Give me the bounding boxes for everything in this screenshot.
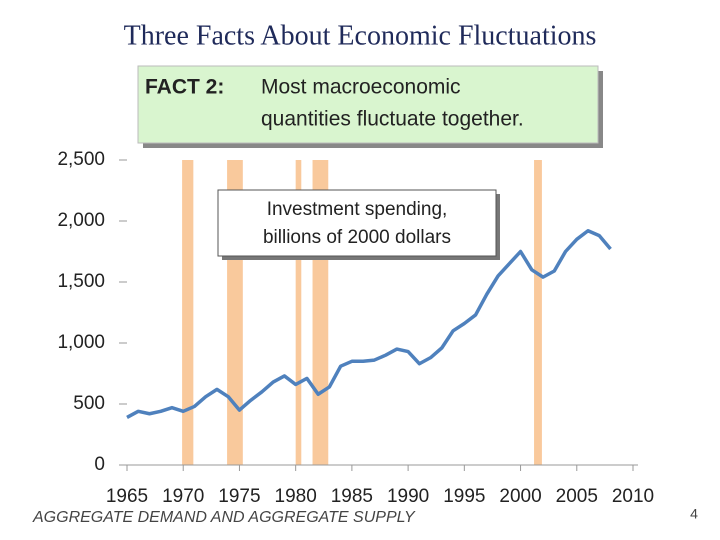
- recession-band: [182, 160, 194, 465]
- x-tick-label: 1965: [106, 486, 148, 507]
- x-tick-label: 2000: [499, 486, 541, 507]
- y-tick-label: 0: [94, 454, 105, 475]
- slide-title: Three Facts About Economic Fluctuations: [124, 20, 597, 51]
- x-tick-label: 1990: [387, 486, 429, 507]
- y-tick-label: 500: [73, 393, 105, 414]
- fact-text: Most macroeconomic: [261, 76, 461, 99]
- fact-text: quantities fluctuate together.: [261, 108, 524, 131]
- plot: 0 500 1,000 1,500 2,000 2,500 1965 1970 1975 1980…: [57, 149, 654, 507]
- x-tick-label: 2005: [556, 486, 598, 507]
- recession-band: [534, 160, 542, 465]
- annotation-text: Investment spending,: [267, 199, 448, 220]
- fact-box: [137, 65, 599, 144]
- page-number: 4: [690, 506, 698, 522]
- y-tick-label: 2,000: [57, 210, 105, 231]
- fact-label: FACT 2:: [145, 76, 224, 99]
- recession-band: [295, 160, 302, 465]
- annotation-box: [217, 189, 497, 257]
- x-tick-label: 1995: [443, 486, 485, 507]
- x-tick-label: 1975: [218, 486, 260, 507]
- x-tick-label: 2010: [612, 486, 654, 507]
- x-tick-label: 1970: [162, 486, 204, 507]
- x-tick-label: 1985: [331, 486, 373, 507]
- line-series: [126, 229, 612, 419]
- x-tick-label: 1980: [275, 486, 317, 507]
- y-tick-label: 1,000: [57, 332, 105, 353]
- footer: AGGREGATE DEMAND AND AGGREGATE SUPPLY: [32, 509, 416, 526]
- y-tick-label: 2,500: [57, 149, 105, 170]
- annotation-text: billions of 2000 dollars: [263, 227, 451, 248]
- y-tick-label: 1,500: [57, 271, 105, 292]
